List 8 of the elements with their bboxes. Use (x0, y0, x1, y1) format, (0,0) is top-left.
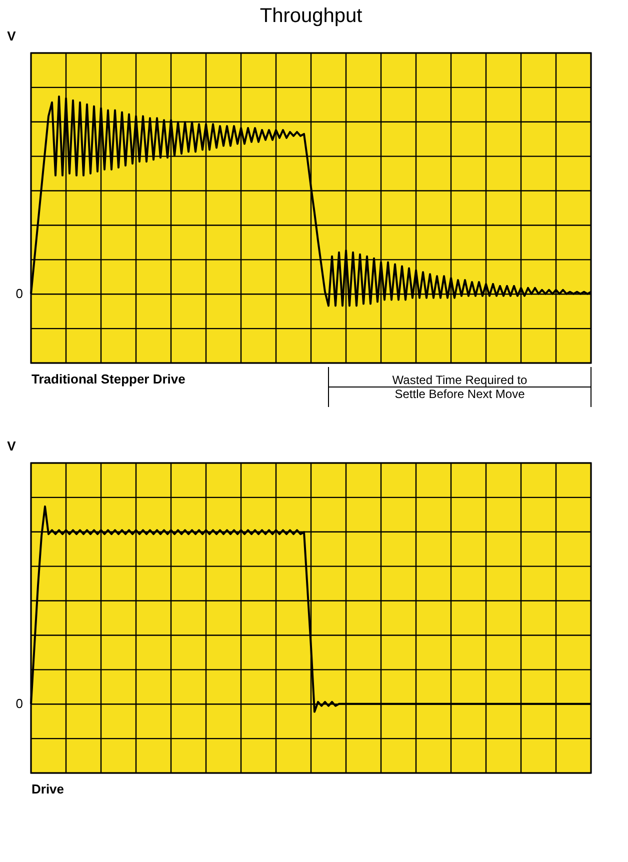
chart-title: Throughput (260, 5, 363, 27)
text: 0 (16, 286, 23, 301)
y-axis-title: V (7, 28, 16, 44)
y-axis-title: V (7, 438, 16, 454)
x-axis-title: Traditional Stepper Drive (32, 372, 186, 386)
x-axis-title: Drive (32, 782, 64, 796)
text: 0 (16, 696, 23, 711)
text: Wasted Time Required to Settle Before Next Move (392, 373, 528, 401)
